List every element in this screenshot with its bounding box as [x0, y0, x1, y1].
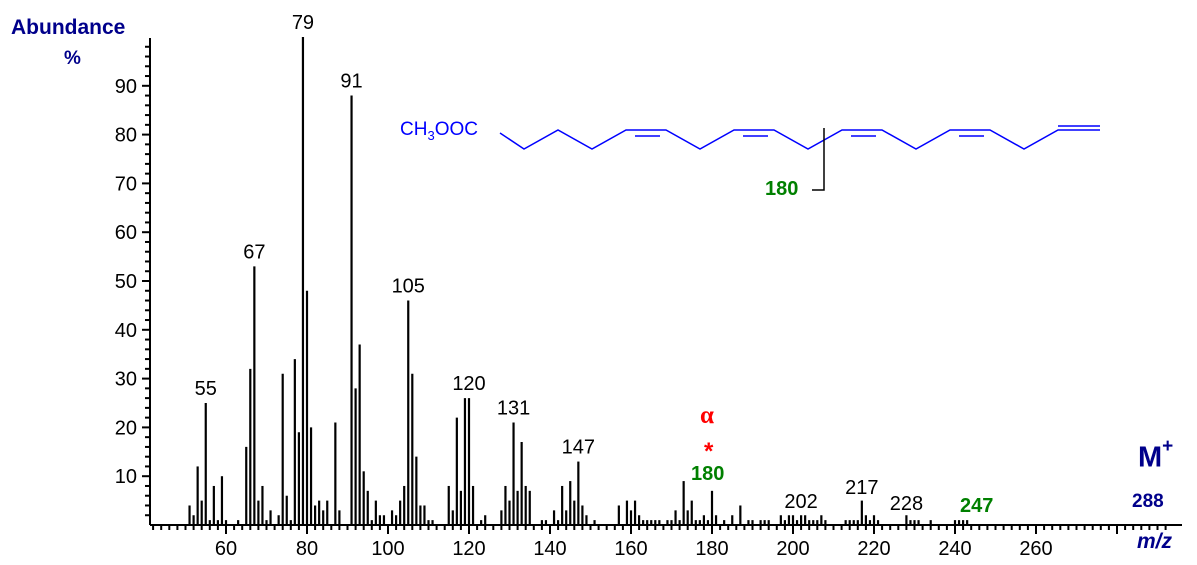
- y-tick-label: 40: [115, 320, 137, 342]
- x-tick-label: 200: [776, 538, 809, 560]
- molecular-ion-label: M+: [1138, 436, 1173, 475]
- peak-label: 131: [497, 398, 530, 420]
- peak-label: 67: [243, 241, 265, 263]
- fragment-247-label: 247: [960, 495, 994, 517]
- y-tick-label: 20: [115, 417, 137, 439]
- x-tick-label: 140: [533, 538, 566, 560]
- carbon-chain: [499, 129, 1100, 150]
- peak-label: 120: [452, 373, 485, 395]
- y-tick-label: 50: [115, 271, 137, 293]
- x-tick-label: 220: [857, 538, 890, 560]
- x-tick-label: 120: [452, 538, 485, 560]
- ester-ch: CH: [400, 119, 428, 140]
- x-tick-label: 180: [695, 538, 728, 560]
- chemical-structure: [499, 125, 1100, 191]
- y-tick-label: 80: [115, 125, 137, 147]
- y-tick-label: 10: [115, 466, 137, 488]
- y-axis-unit: %: [64, 48, 81, 69]
- x-tick-label: 60: [215, 538, 237, 560]
- alpha-marker: α: [700, 402, 714, 429]
- peak-label: 91: [340, 71, 362, 93]
- peak-label: 217: [845, 477, 878, 499]
- ester-group-label: CH3OOC: [400, 119, 478, 143]
- spectrum-bars: [188, 37, 969, 525]
- x-tick-label: 160: [614, 538, 647, 560]
- ester-subscript: 3: [427, 127, 435, 143]
- axes: 10 20 30 40 50 60 70 80 90 60 80 100 120 140 160 180 200…: [115, 38, 1182, 560]
- peak-label: 228: [890, 493, 923, 515]
- peak-labels: 55 67 79 91 105 120 131 147 202 217 228: [195, 12, 923, 515]
- x-tick-label: 100: [371, 538, 404, 560]
- y-tick-label: 60: [115, 222, 137, 244]
- y-axis-title: Abundance: [11, 16, 126, 39]
- x-tick-label: 260: [1019, 538, 1052, 560]
- molecular-ion-mass: 288: [1132, 491, 1164, 512]
- peak-label: 147: [562, 437, 595, 459]
- x-tick-label: 240: [938, 538, 971, 560]
- y-tick-label: 90: [115, 76, 137, 98]
- structure-fragment-180-label: 180: [765, 178, 799, 200]
- x-tick-label: 80: [296, 538, 318, 560]
- x-axis-title: m/z: [1137, 530, 1173, 553]
- peak-label: 79: [292, 12, 314, 34]
- peak-label: 55: [195, 378, 217, 400]
- molecular-ion-symbol: M: [1138, 441, 1163, 474]
- fragment-180-label: 180: [691, 463, 725, 485]
- molecular-ion-charge: +: [1162, 436, 1174, 457]
- y-tick-label: 70: [115, 173, 137, 195]
- peak-label: 105: [392, 276, 425, 298]
- asterisk-marker: *: [704, 438, 714, 465]
- ester-ooc: OOC: [434, 119, 478, 140]
- y-tick-label: 30: [115, 369, 137, 391]
- fragment-cleavage-marker: [812, 128, 825, 191]
- peak-label: 202: [784, 491, 817, 513]
